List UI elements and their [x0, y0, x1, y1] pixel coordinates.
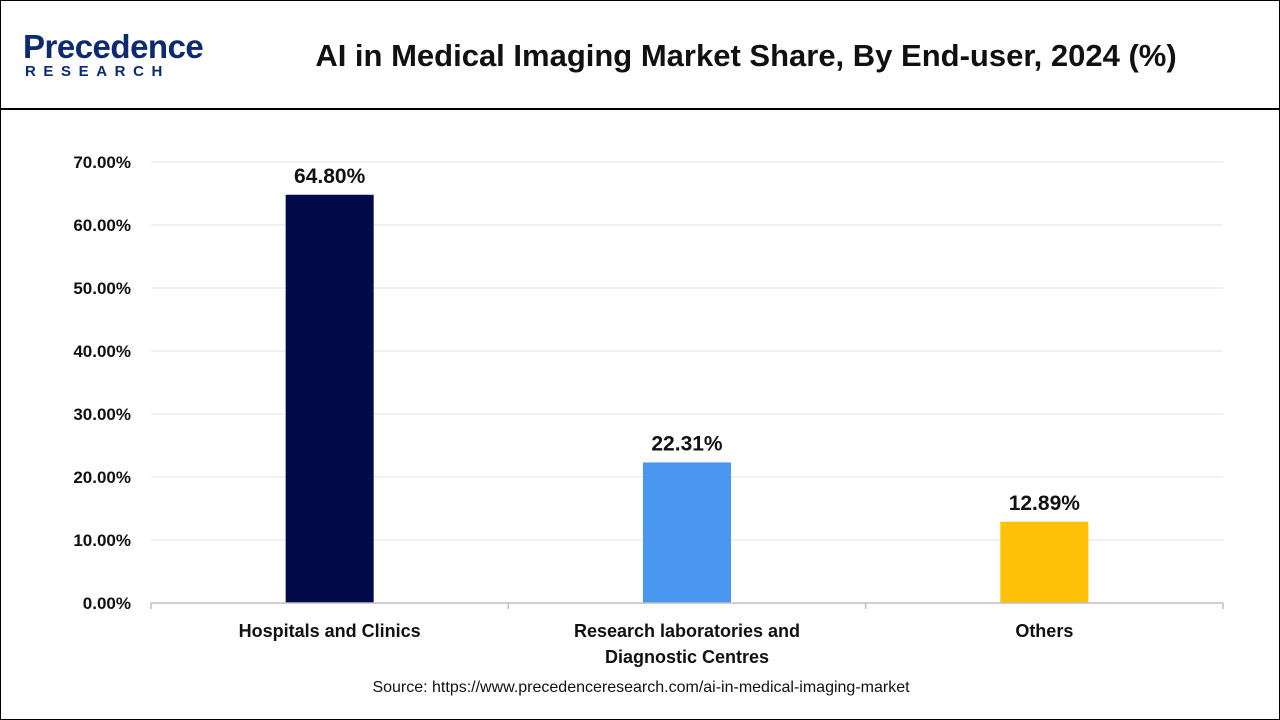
y-tick-label: 70.00%	[73, 153, 131, 172]
x-axis	[150, 602, 1224, 609]
bar	[1000, 521, 1089, 603]
y-tick-label: 10.00%	[73, 531, 131, 550]
logo-wordmark: Precedence	[23, 28, 204, 65]
value-label: 12.89%	[1009, 492, 1081, 515]
y-axis-ticks: 0.00% 10.00% 20.00% 30.00% 40.00% 50.00% 60.00…	[73, 153, 131, 613]
header: Precedence RESEARCH AI in Medical Imagin…	[1, 1, 1279, 110]
category-label: Others	[1015, 621, 1073, 641]
y-tick-label: 50.00%	[73, 279, 131, 298]
value-label: 22.31%	[651, 432, 723, 455]
category-label: Diagnostic Centres	[605, 647, 769, 667]
category-label: Research laboratories and	[574, 621, 800, 641]
logo-subtitle: RESEARCH	[25, 63, 170, 80]
value-labels: 64.80% 22.31% 12.89%	[294, 165, 1080, 515]
y-tick-label: 0.00%	[83, 594, 131, 613]
y-tick-label: 60.00%	[73, 216, 131, 235]
chart-title: AI in Medical Imaging Market Share, By E…	[315, 38, 1177, 73]
category-labels: Hospitals and Clinics Research laboratori…	[239, 621, 1074, 667]
source-note: Source: https://www.precedenceresearch.c…	[372, 679, 910, 696]
category-label: Hospitals and Clinics	[239, 621, 421, 641]
bar	[285, 194, 374, 603]
bar-chart: 0.00% 10.00% 20.00% 30.00% 40.00% 50.00% 60.00…	[73, 153, 1224, 667]
bars	[285, 194, 1089, 603]
bar	[643, 462, 731, 603]
precedence-research-logo: Precedence RESEARCH	[23, 29, 213, 85]
y-tick-label: 20.00%	[73, 468, 131, 487]
value-label: 64.80%	[294, 165, 366, 188]
y-tick-label: 40.00%	[73, 342, 131, 361]
y-tick-label: 30.00%	[73, 405, 131, 424]
